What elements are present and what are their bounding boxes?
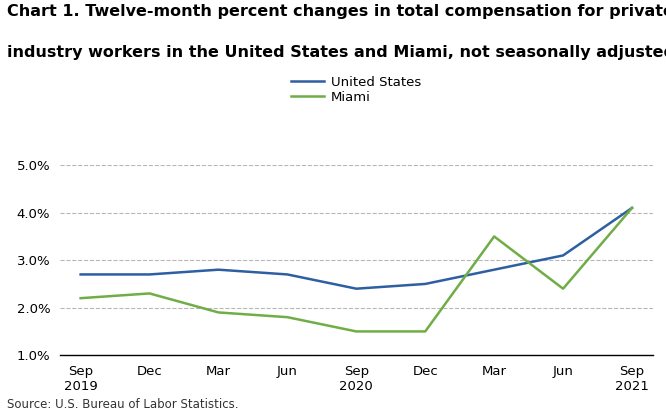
Legend: United States, Miami: United States, Miami — [289, 73, 424, 106]
Miami — [559, 286, 567, 291]
Miami — [490, 234, 498, 239]
Text: Source: U.S. Bureau of Labor Statistics.: Source: U.S. Bureau of Labor Statistics. — [7, 398, 238, 411]
Miami — [214, 310, 222, 315]
United States — [421, 282, 429, 287]
Text: industry workers in the United States and Miami, not seasonally adjusted: industry workers in the United States an… — [7, 45, 666, 60]
Miami — [628, 205, 636, 210]
Miami — [352, 329, 360, 334]
Miami — [284, 315, 292, 320]
Miami — [146, 291, 154, 296]
United States — [559, 253, 567, 258]
Text: Chart 1. Twelve-month percent changes in total compensation for private: Chart 1. Twelve-month percent changes in… — [7, 4, 666, 19]
United States — [214, 267, 222, 272]
United States — [146, 272, 154, 277]
United States — [284, 272, 292, 277]
Miami — [421, 329, 429, 334]
United States — [352, 286, 360, 291]
Line: United States: United States — [81, 208, 632, 289]
Miami — [77, 296, 85, 301]
United States — [628, 205, 636, 210]
United States — [77, 272, 85, 277]
Line: Miami: Miami — [81, 208, 632, 331]
United States — [490, 267, 498, 272]
